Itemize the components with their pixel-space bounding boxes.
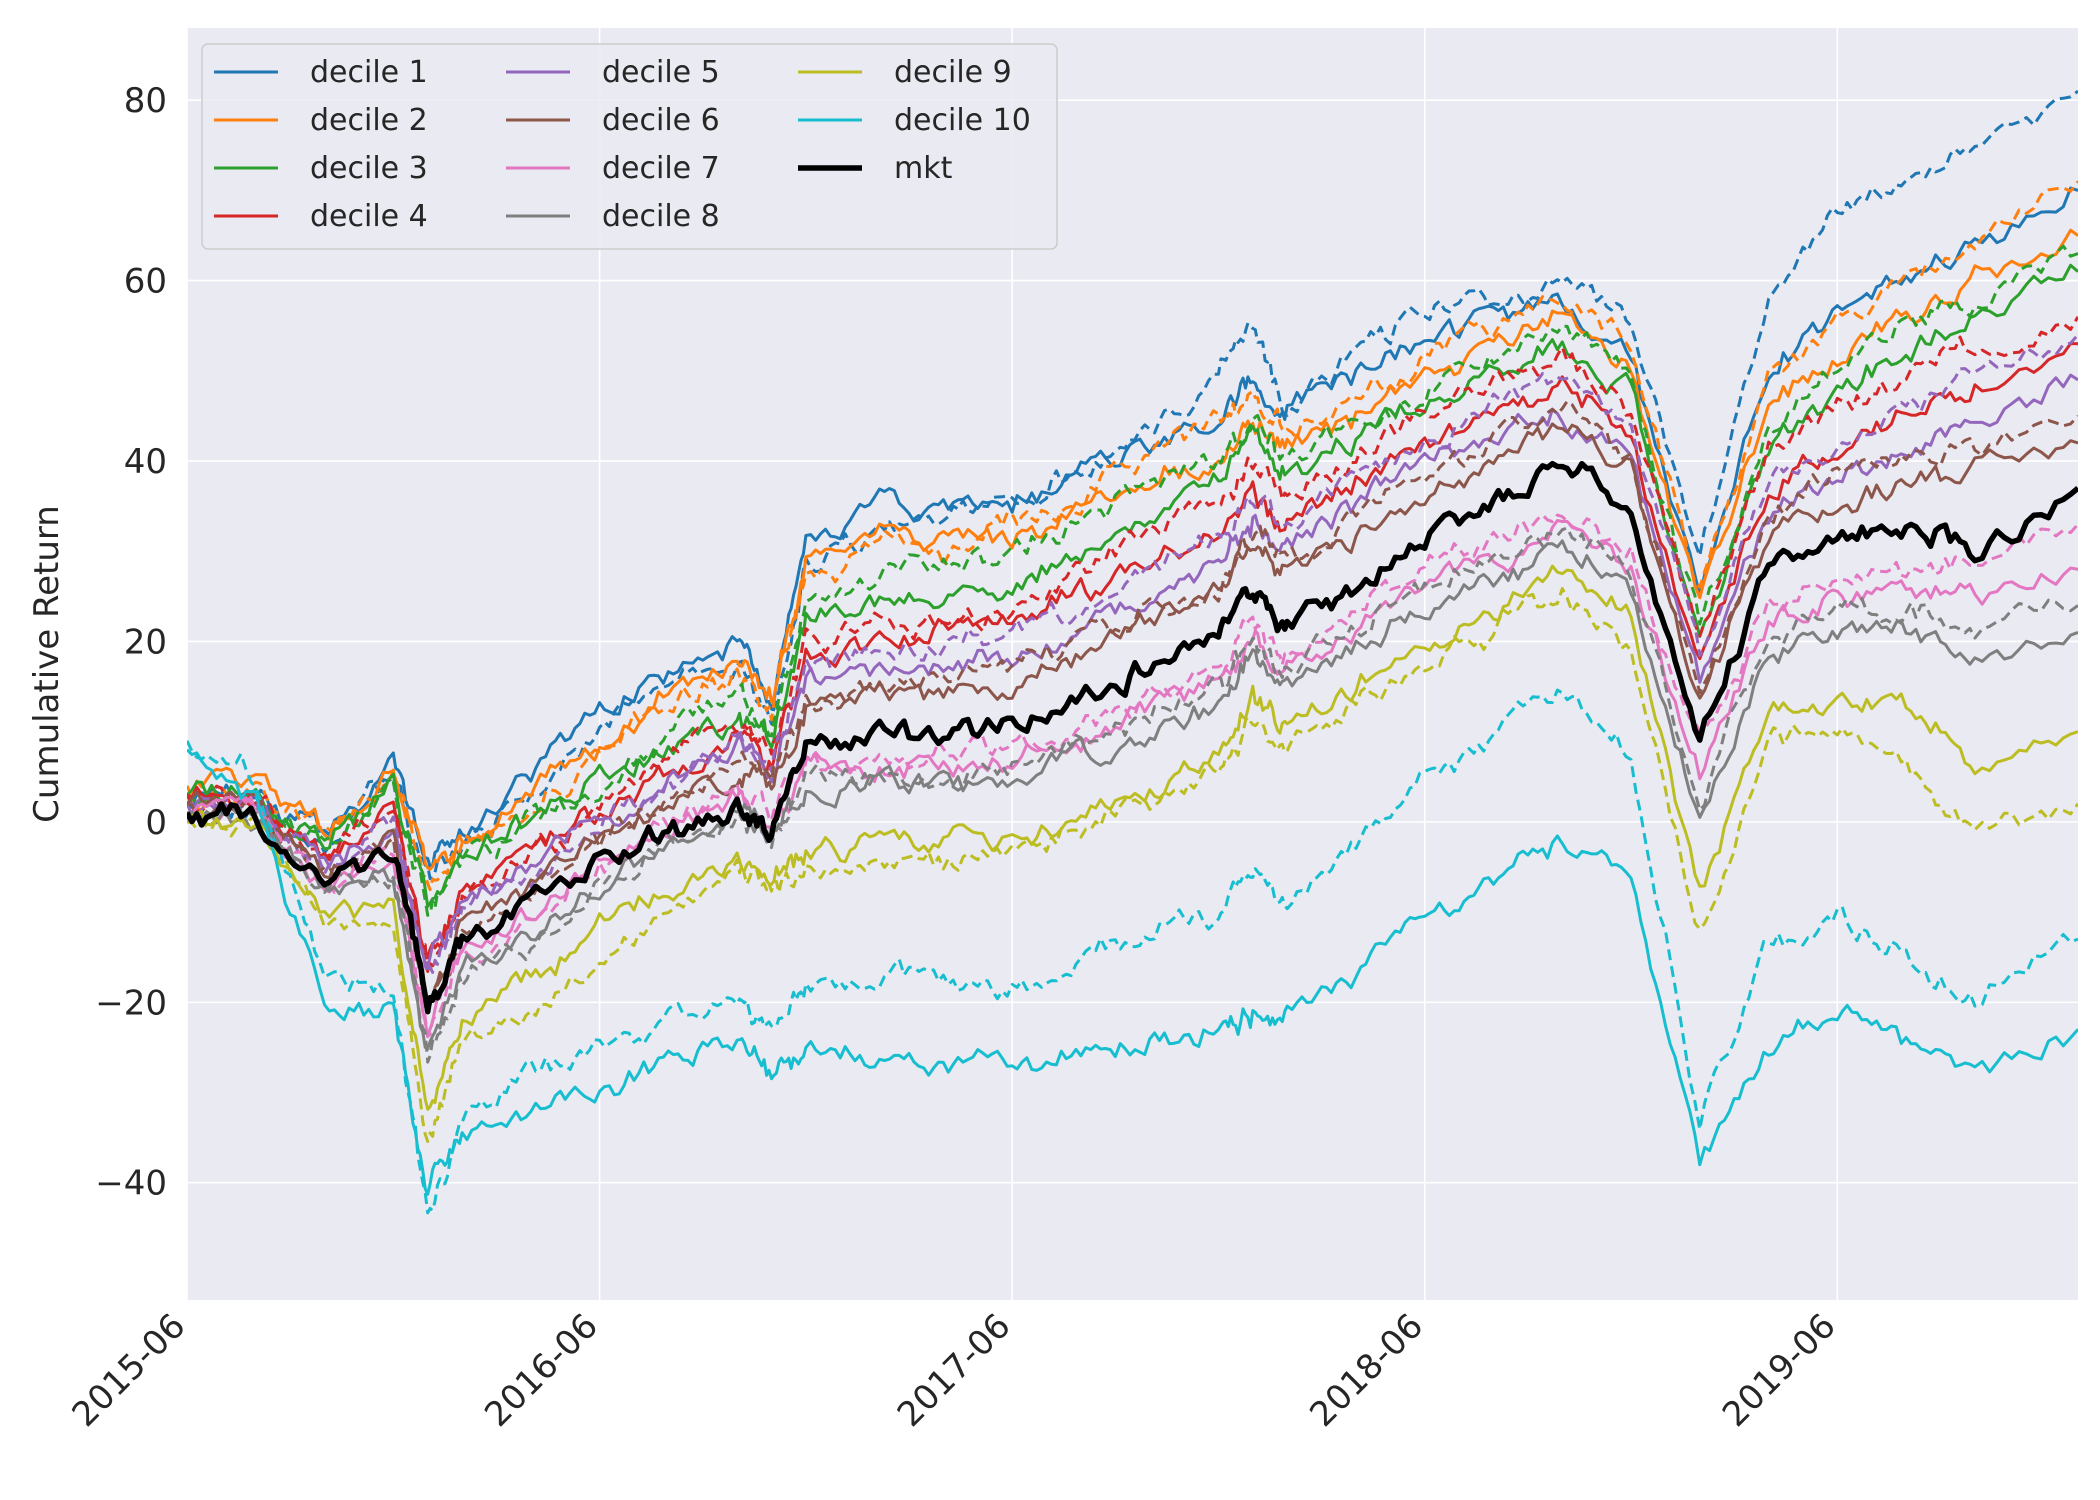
legend-label-decile-7: decile 7	[602, 151, 720, 186]
series-line-decile-4-dashed	[187, 315, 2078, 973]
x-tick-label: 2015-06	[65, 1306, 194, 1435]
series-line-decile-4	[187, 342, 2078, 960]
legend-label-decile-6: decile 6	[602, 103, 720, 138]
y-tick-label: 80	[124, 81, 167, 121]
legend-label-decile-5: decile 5	[602, 55, 720, 90]
y-tick-label: 20	[124, 622, 167, 662]
legend-label-decile-10: decile 10	[894, 103, 1031, 138]
series-line-decile-9	[187, 564, 2078, 1111]
series-line-decile-8	[187, 539, 2078, 1051]
series-line-decile-6-dashed	[187, 399, 2078, 1015]
series-line-decile-2-dashed	[187, 180, 2078, 892]
series-line-decile-7	[187, 519, 2078, 1038]
y-tick-label: −40	[95, 1164, 167, 1204]
x-tick-label: 2019-06	[1715, 1306, 1844, 1435]
series-line-decile-5-dashed	[187, 333, 2078, 975]
series-line-decile-2	[187, 228, 2078, 871]
series-line-mkt	[187, 460, 2078, 1015]
y-tick-label: −20	[95, 983, 167, 1023]
x-tick-label: 2016-06	[477, 1306, 606, 1435]
legend: decile 1 decile 2 decile 3 decile 4 decile 5…	[201, 43, 1058, 250]
legend-label-decile-2: decile 2	[310, 103, 428, 138]
y-tick-label: 60	[124, 262, 167, 302]
series-line-decile-3-dashed	[187, 244, 2078, 917]
legend-label-mkt: mkt	[894, 151, 953, 186]
series-lines	[187, 89, 2078, 1215]
y-axis-label: Cumulative Return	[27, 505, 67, 823]
legend-label-decile-9: decile 9	[894, 55, 1012, 90]
series-line-decile-6	[187, 422, 2078, 1007]
series-line-decile-10	[187, 748, 2078, 1196]
series-line-decile-9-dashed	[187, 587, 2078, 1143]
series-line-decile-1-dashed	[187, 89, 2078, 881]
legend-box	[201, 43, 1058, 250]
x-tick-label: 2018-06	[1302, 1306, 1431, 1435]
y-tick-label: 40	[124, 442, 167, 482]
y-tick-label: 0	[145, 803, 167, 843]
x-tick-label: 2017-06	[890, 1306, 1019, 1435]
legend-label-decile-1: decile 1	[310, 55, 428, 90]
legend-label-decile-3: decile 3	[310, 151, 428, 186]
legend-label-decile-8: decile 8	[602, 199, 720, 234]
legend-label-decile-4: decile 4	[310, 199, 428, 234]
